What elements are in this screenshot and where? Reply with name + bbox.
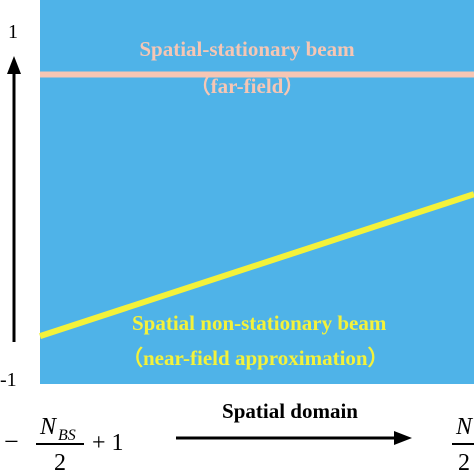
left-formula-numerator: N (39, 414, 58, 440)
left-formula-suffix: + 1 (92, 430, 124, 456)
y-tick-top: 1 (8, 21, 18, 43)
nonstationary-beam-title: Spatial non-stationary beam (132, 311, 387, 335)
x-axis-label: Spatial domain (222, 399, 358, 423)
right-formula-denominator: 2 (458, 450, 470, 474)
right-endpoint-formula: N 2 (452, 414, 474, 474)
y-axis-arrowhead-icon (7, 56, 21, 74)
left-formula-subscript: BS (58, 427, 76, 444)
y-tick-bottom: -1 (0, 369, 17, 391)
plot-panel (40, 0, 474, 384)
stationary-beam-title: Spatial-stationary beam (139, 37, 355, 61)
x-axis-arrowhead-icon (394, 431, 412, 445)
nonstationary-beam-line (39, 191, 474, 339)
left-endpoint-formula: − N BS 2 + 1 (4, 414, 124, 474)
right-formula-numerator: N (455, 414, 474, 440)
left-formula-sign: − (4, 427, 19, 456)
left-formula-denominator: 2 (54, 450, 66, 474)
nonstationary-beam-subtitle: （near-field approximation） (122, 346, 389, 370)
stationary-beam-subtitle: （far-field） (190, 74, 305, 98)
